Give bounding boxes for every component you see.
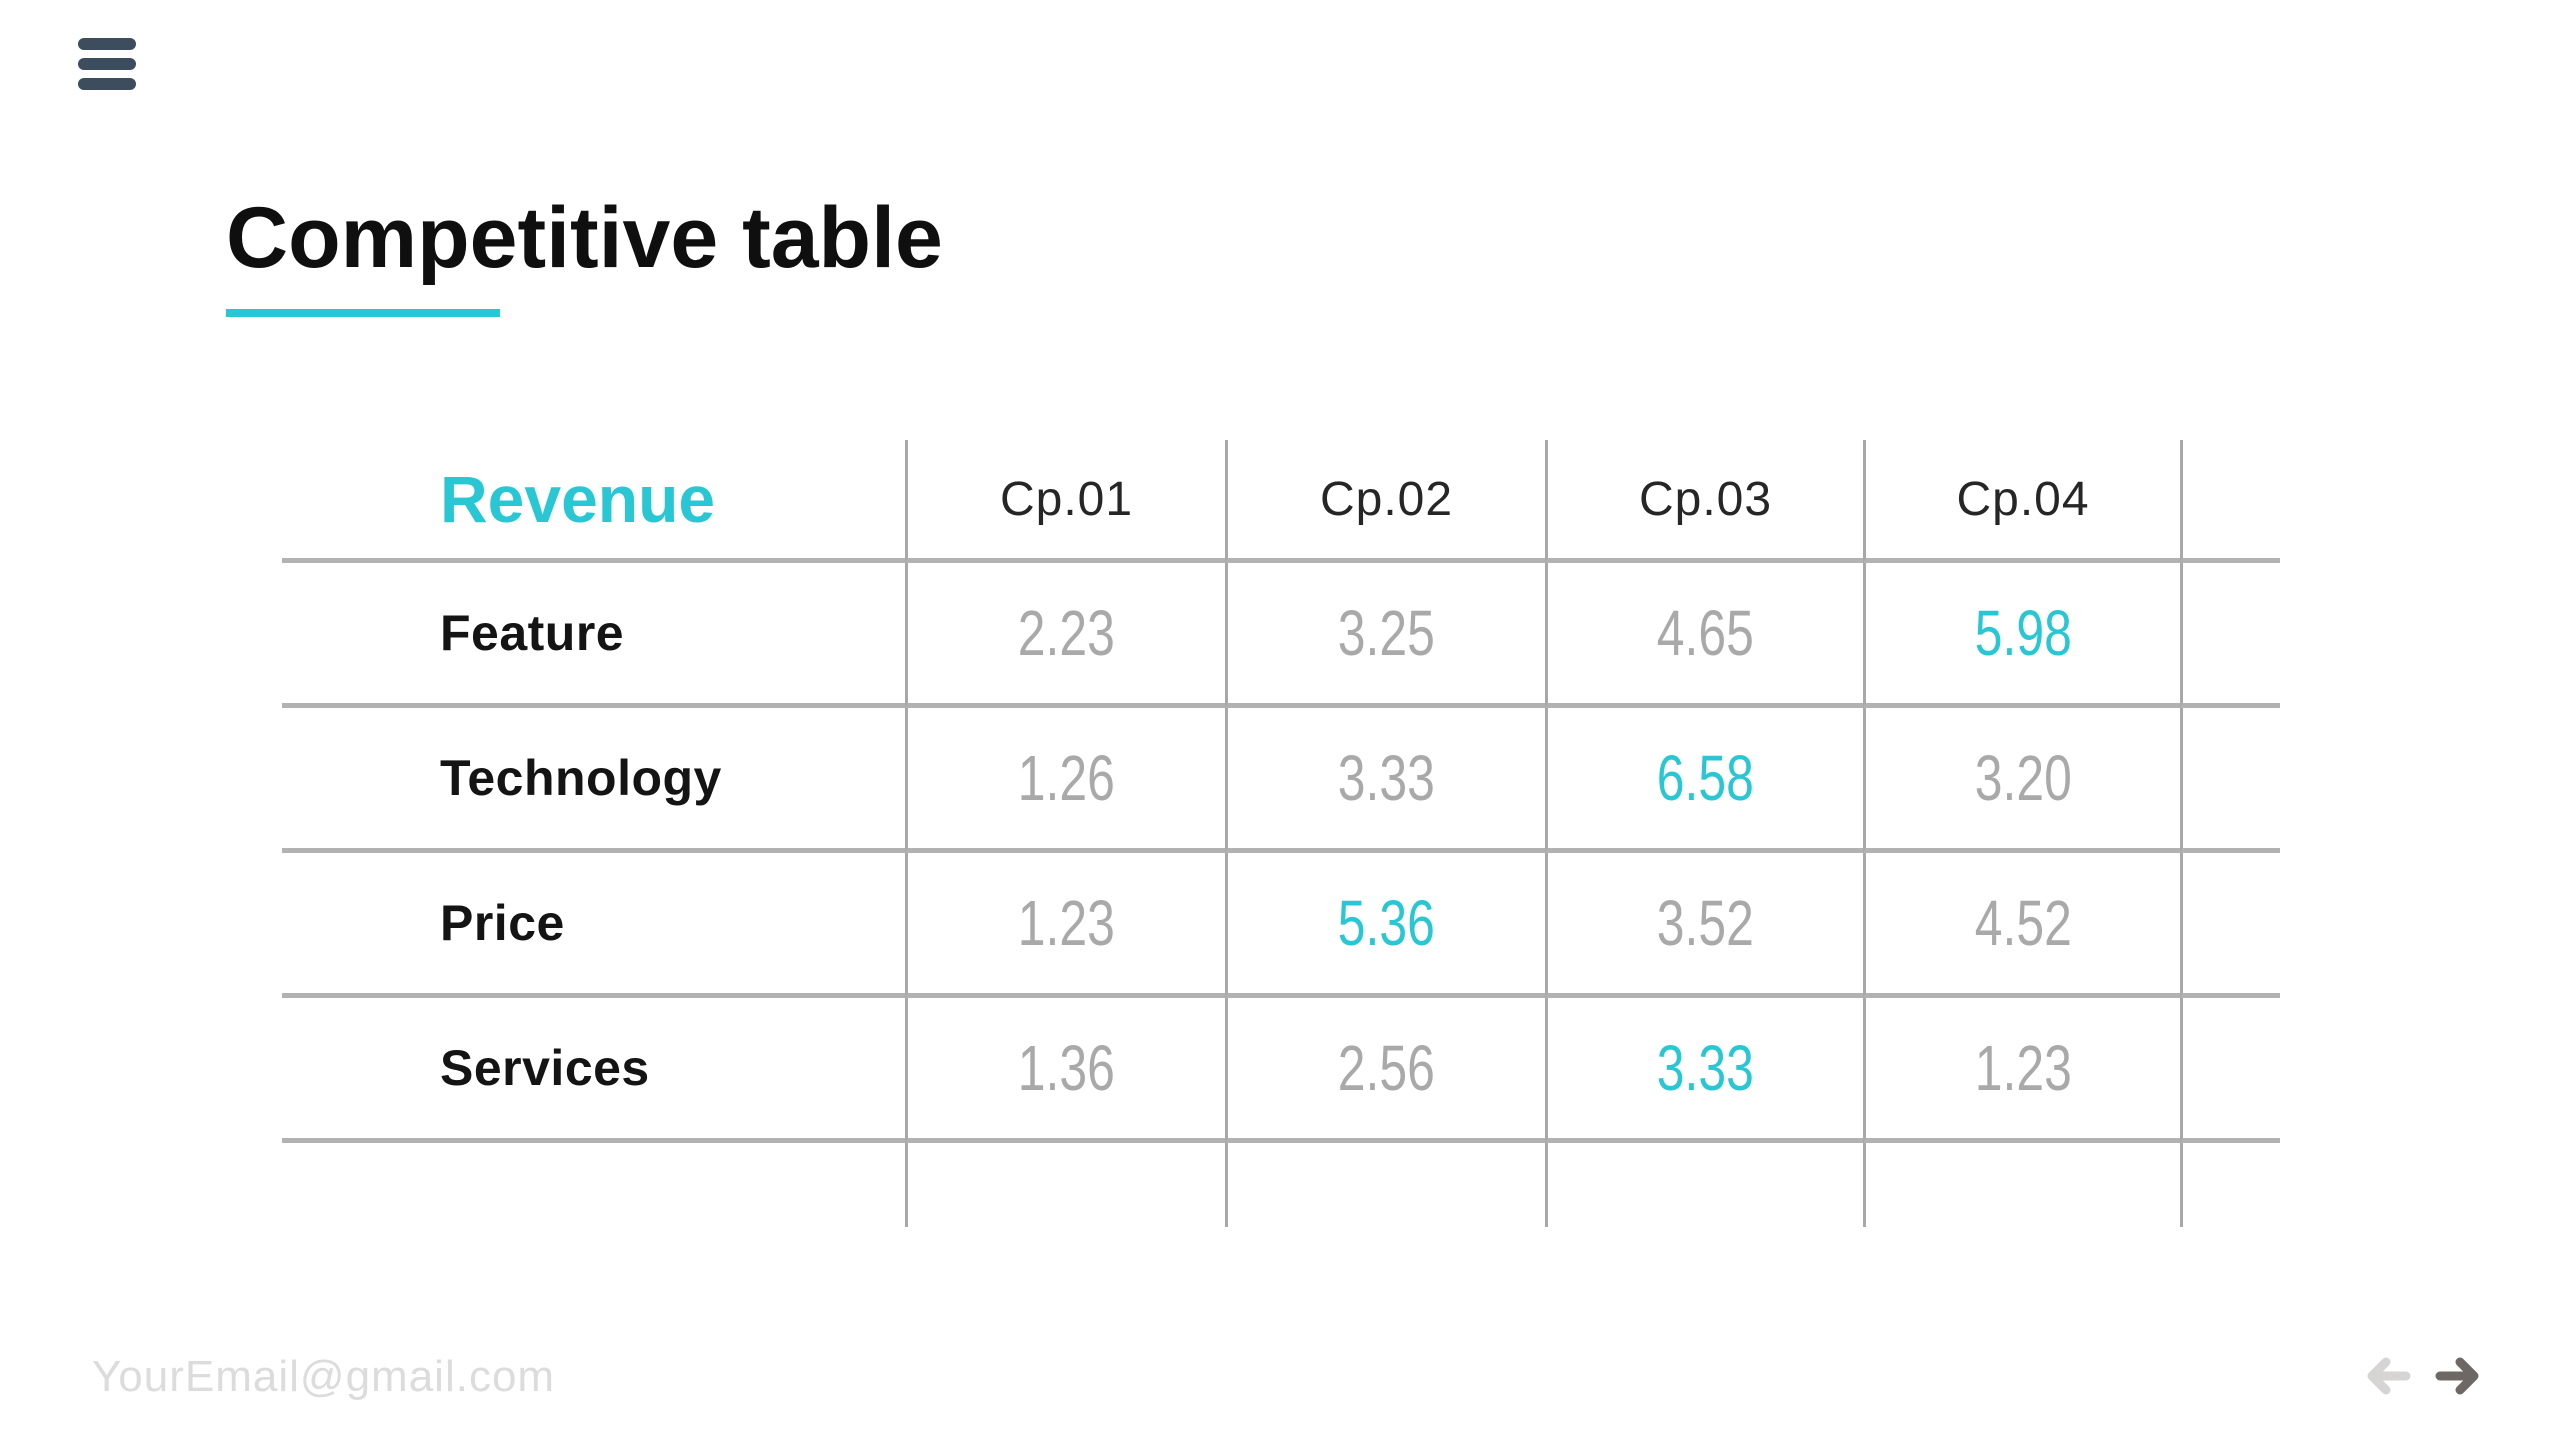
page-title: Competitive table	[226, 190, 943, 286]
table-cell-empty	[1545, 1143, 1863, 1227]
table-cell-empty	[1863, 1143, 2180, 1227]
table-cell: 3.25	[1225, 563, 1545, 708]
competitive-table: Revenue Cp.01 Cp.02 Cp.03 Cp.04 Feature …	[282, 440, 2280, 1227]
cell-value: 5.98	[1974, 597, 2072, 669]
table-cell: 4.52	[1863, 853, 2180, 998]
cell-value: 5.36	[1337, 887, 1436, 959]
column-header-cp01: Cp.01	[905, 440, 1225, 563]
table-cell-empty	[2180, 853, 2280, 998]
cell-value: 3.33	[1337, 742, 1436, 814]
cell-value: 3.25	[1337, 597, 1436, 669]
table-cell: 3.20	[1863, 708, 2180, 853]
arrow-right-icon	[2435, 1357, 2479, 1395]
table-cell: 2.56	[1225, 998, 1545, 1143]
table-cell-empty	[905, 1143, 1225, 1227]
column-header-cp03: Cp.03	[1545, 440, 1863, 563]
cell-value: 4.52	[1974, 887, 2072, 959]
table-cell: 6.58	[1545, 708, 1863, 853]
hamburger-icon	[78, 38, 136, 50]
table-cell-empty	[282, 1143, 905, 1227]
table-cell: 5.98	[1863, 563, 2180, 708]
menu-button[interactable]	[78, 38, 136, 90]
title-block: Competitive table	[226, 190, 943, 318]
cell-value: 3.33	[1656, 1032, 1755, 1104]
previous-slide-button[interactable]	[2364, 1352, 2412, 1400]
table-cell-empty	[2180, 563, 2280, 708]
cell-value: 4.65	[1656, 597, 1755, 669]
column-header-cp04: Cp.04	[1863, 440, 2180, 563]
cell-value: 1.26	[1017, 742, 1116, 814]
cell-value: 2.56	[1337, 1032, 1436, 1104]
table-cell-empty	[2180, 440, 2280, 563]
cell-value: 3.52	[1656, 887, 1755, 959]
cell-value: 1.23	[1974, 1032, 2072, 1104]
row-label: Price	[282, 853, 905, 998]
table-cell: 5.36	[1225, 853, 1545, 998]
cell-value: 1.36	[1017, 1032, 1116, 1104]
table-cell: 3.33	[1225, 708, 1545, 853]
arrow-left-icon	[2367, 1357, 2411, 1395]
hamburger-icon	[78, 78, 136, 90]
cell-value: 1.23	[1017, 887, 1116, 959]
table-cell: 1.23	[1863, 998, 2180, 1143]
table-cell: 3.52	[1545, 853, 1863, 998]
cell-value: 6.58	[1656, 742, 1755, 814]
table-cell-empty	[2180, 998, 2280, 1143]
title-underline	[226, 309, 500, 318]
table-cell: 1.23	[905, 853, 1225, 998]
table-cell: 1.26	[905, 708, 1225, 853]
column-header-cp02: Cp.02	[1225, 440, 1545, 563]
table-cell: 1.36	[905, 998, 1225, 1143]
hamburger-icon	[78, 58, 136, 70]
table-cell: 3.33	[1545, 998, 1863, 1143]
cell-value: 2.23	[1017, 597, 1116, 669]
table-cell: 2.23	[905, 563, 1225, 708]
row-label: Technology	[282, 708, 905, 853]
table-cell-empty	[2180, 708, 2280, 853]
table-header-revenue: Revenue	[282, 440, 905, 563]
table-cell-empty	[1225, 1143, 1545, 1227]
cell-value: 3.20	[1974, 742, 2072, 814]
row-label: Feature	[282, 563, 905, 708]
table-cell: 4.65	[1545, 563, 1863, 708]
row-label: Services	[282, 998, 905, 1143]
footer-email: YourEmail@gmail.com	[92, 1352, 556, 1401]
table-cell-empty	[2180, 1143, 2280, 1227]
next-slide-button[interactable]	[2434, 1352, 2482, 1400]
